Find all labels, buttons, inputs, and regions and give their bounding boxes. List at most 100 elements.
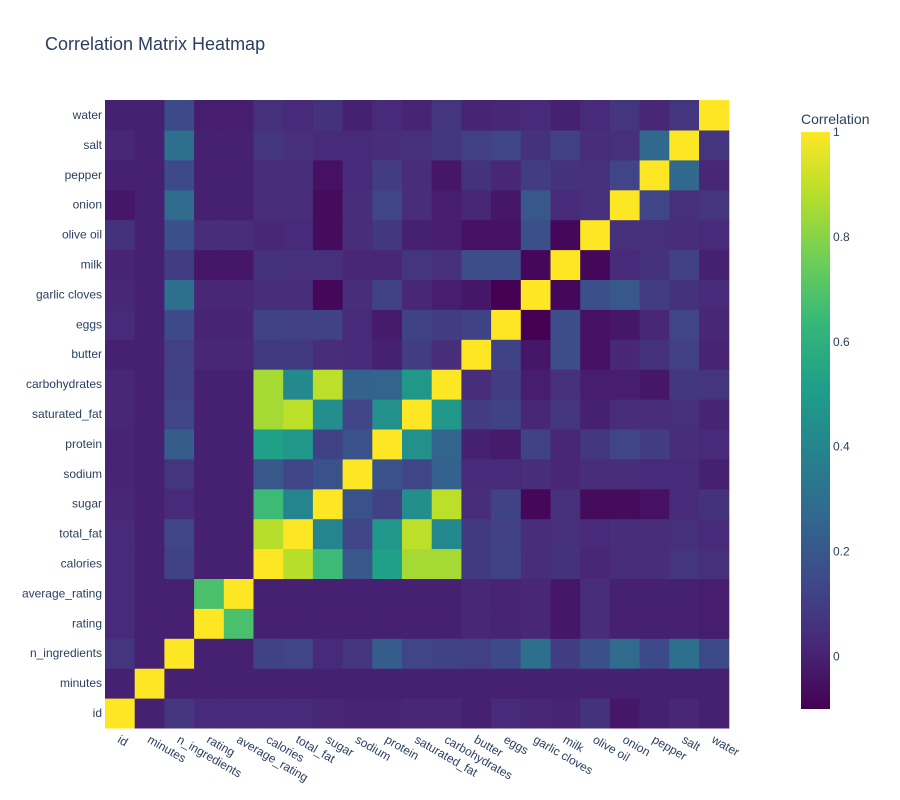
heatmap-cell [580,488,611,520]
heatmap-cell [312,698,344,729]
heatmap-cell [283,189,314,221]
heatmap-cell [520,279,552,310]
heatmap-cell [194,548,225,579]
heatmap-cell [134,189,165,221]
heatmap-cell [550,518,581,550]
heatmap-cell [223,458,255,490]
heatmap-cell [194,578,225,609]
heatmap-cell [164,578,195,609]
heatmap-cell [312,488,344,520]
heatmap-cell [669,369,700,400]
heatmap-cell [669,548,700,579]
heatmap-cell [520,578,552,609]
heatmap-cell [134,668,165,699]
heatmap-cell [580,399,611,430]
heatmap-cell [105,488,136,520]
heatmap-cell [223,428,255,460]
heatmap-cell [491,309,522,340]
y-tick-label: minutes [60,676,102,690]
heatmap-cell [312,428,344,460]
heatmap-cell [639,159,670,191]
heatmap-cell [699,219,730,251]
heatmap-cell [164,249,195,280]
heatmap-cell [639,279,670,310]
heatmap-cell [699,159,730,191]
heatmap-cell [253,518,284,550]
heatmap-cell [402,638,433,669]
heatmap-cell [312,369,344,400]
heatmap-cell [342,608,373,639]
heatmap-cell [491,189,522,221]
heatmap-cell [431,698,462,729]
heatmap-cell [520,548,552,579]
heatmap-cell [550,309,581,340]
heatmap-cell [164,189,195,221]
heatmap-cell [194,129,225,161]
heatmap-cell [431,518,462,550]
heatmap-cell [164,698,195,729]
y-tick-label: protein [65,437,102,451]
heatmap-cell [431,578,462,609]
heatmap-cell [372,100,403,131]
heatmap-cell [312,518,344,550]
heatmap-cell [134,399,165,430]
heatmap-cell [194,428,225,460]
heatmap-cell [609,698,641,729]
heatmap-cell [520,339,552,370]
heatmap-cell [639,428,670,460]
heatmap-cell [491,279,522,310]
y-tick-label: olive oil [62,228,102,242]
heatmap-cell [194,219,225,251]
y-tick-label: id [93,706,102,720]
heatmap-cell [639,488,670,520]
colorbar-tick-label: 0.8 [833,230,850,244]
heatmap-cell [223,279,255,310]
heatmap-cell [550,279,581,310]
y-tick-label: sugar [72,497,102,511]
heatmap-cell [550,548,581,579]
heatmap-cell [164,129,195,161]
heatmap-cell [105,608,136,639]
heatmap-cell [609,608,641,639]
heatmap-cell [283,548,314,579]
heatmap-cell [580,638,611,669]
heatmap-cell [134,249,165,280]
heatmap-cell [431,159,462,191]
heatmap-cell [520,129,552,161]
heatmap-cell [699,518,730,550]
heatmap-cell [312,668,344,699]
heatmap-cell [194,668,225,699]
heatmap-cell [431,339,462,370]
heatmap-cell [491,399,522,430]
heatmap-cell [491,129,522,161]
heatmap-cell [402,668,433,699]
heatmap-cell [639,369,670,400]
heatmap-cell [283,309,314,340]
heatmap-cell [283,428,314,460]
y-tick-label: garlic cloves [36,287,102,301]
heatmap-cell [223,399,255,430]
heatmap-cell [402,100,433,131]
heatmap-cell [283,488,314,520]
heatmap-cell [580,518,611,550]
heatmap-cell [253,548,284,579]
heatmap-cell [520,159,552,191]
heatmap-cell [580,100,611,131]
heatmap-cell [609,518,641,550]
heatmap-cell [105,189,136,221]
heatmap-cell [164,279,195,310]
heatmap-cell [164,100,195,131]
heatmap-cell [699,309,730,340]
heatmap-cell [372,698,403,729]
heatmap-cell [164,638,195,669]
heatmap-cell [699,399,730,430]
y-tick-label: sodium [63,467,102,481]
heatmap-cell [223,129,255,161]
colorbar-tick-label: 1 [833,125,840,139]
colorbar [801,132,830,709]
heatmap-cell [491,698,522,729]
heatmap-cell [402,309,433,340]
colorbar-title: Correlation [801,111,869,127]
heatmap-cell [669,458,700,490]
heatmap-cell [105,548,136,579]
